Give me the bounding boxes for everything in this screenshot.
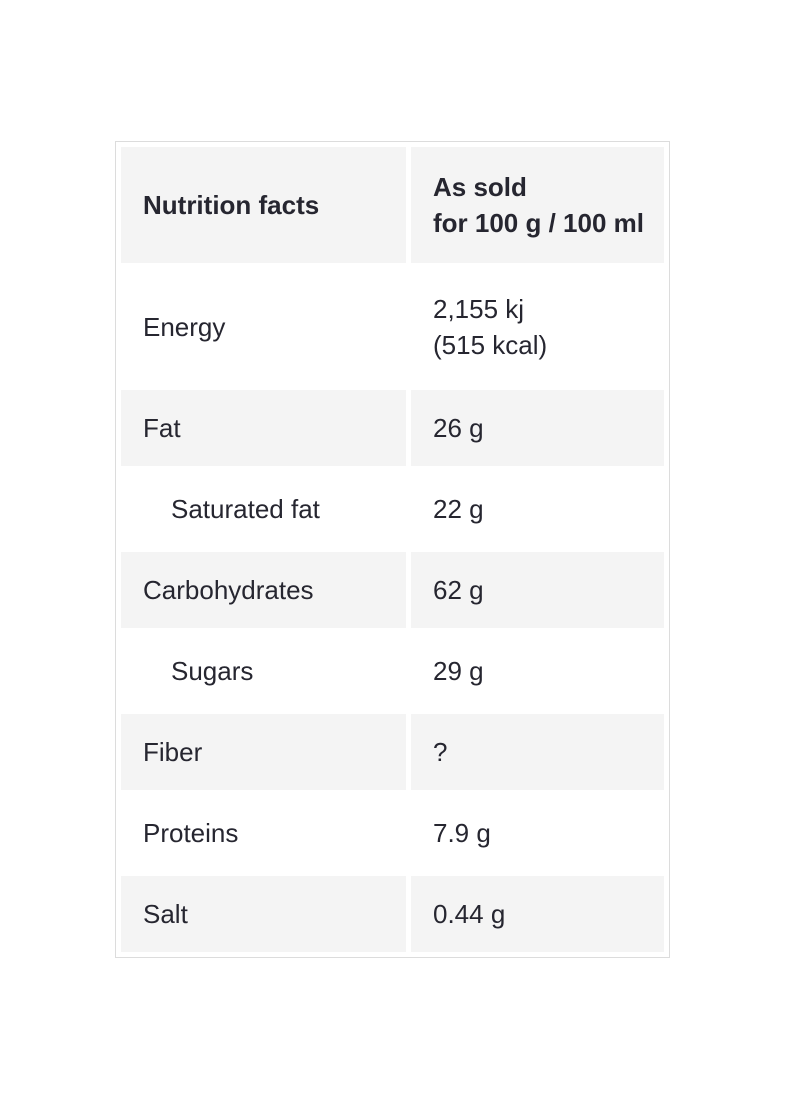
row-value: 2,155 kj (515 kcal) [411, 268, 664, 385]
row-value: 7.9 g [433, 818, 491, 848]
row-value: ? [411, 714, 664, 790]
row-label: Saturated fat [171, 494, 320, 524]
header-nutrition-facts: Nutrition facts [121, 147, 406, 263]
table-row-proteins: Proteins 7.9 g [121, 795, 664, 871]
row-label: Proteins [143, 818, 239, 848]
table-row-salt: Salt 0.44 g [121, 876, 664, 952]
row-label: Carbohydrates [121, 552, 406, 628]
table-row-sugars: Sugars 29 g [121, 633, 664, 709]
table-row-fiber: Fiber ? [121, 714, 664, 790]
row-value: 0.44 g [411, 876, 664, 952]
header-per-100: for 100 g / 100 ml [433, 208, 644, 238]
row-label: Energy [143, 311, 226, 342]
nutrition-table: Nutrition facts As sold for 100 g / 100 m… [115, 141, 670, 958]
row-label: Sugars [171, 656, 254, 686]
row-value: 29 g [433, 656, 484, 686]
table-row-saturated-fat: Saturated fat 22 g [121, 471, 664, 547]
row-label: Salt [121, 876, 406, 952]
row-label: Fiber [121, 714, 406, 790]
table-row-carbohydrates: Carbohydrates 62 g [121, 552, 664, 628]
header-as-sold-line1: As sold [433, 172, 527, 202]
row-value: 22 g [433, 494, 484, 524]
row-label: Fat [121, 390, 406, 466]
table-row-fat: Fat 26 g [121, 390, 664, 466]
row-value: 62 g [411, 552, 664, 628]
row-value: 26 g [411, 390, 664, 466]
table-row-energy: Energy 2,155 kj (515 kcal) [121, 268, 664, 385]
energy-kcal: (515 kcal) [433, 329, 548, 360]
header-as-sold: As sold for 100 g / 100 ml [411, 147, 664, 263]
header-row: Nutrition facts As sold for 100 g / 100 m… [121, 147, 664, 263]
energy-kj: 2,155 kj [433, 293, 525, 324]
